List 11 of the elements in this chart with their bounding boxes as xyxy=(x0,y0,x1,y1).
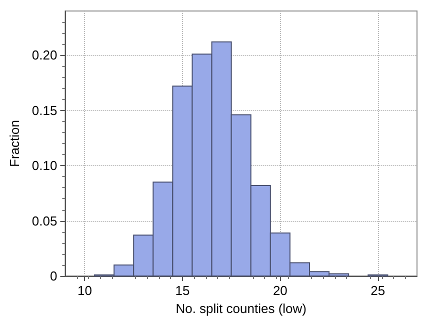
y-tick-label: 0.10 xyxy=(32,158,58,174)
y-tick-label: 0.15 xyxy=(32,102,58,118)
x-tick-label: 25 xyxy=(370,283,386,298)
x-tick-label: 20 xyxy=(272,283,288,298)
x-axis-title: No. split counties (low) xyxy=(176,301,306,316)
y-tick-label: 0 xyxy=(50,268,58,284)
x-tick-label: 15 xyxy=(175,283,190,298)
y-axis-title: Fraction xyxy=(7,120,22,167)
y-tick-label: 0.20 xyxy=(32,48,58,63)
x-tick-label: 10 xyxy=(78,283,92,298)
y-tick-label: 0.05 xyxy=(32,213,58,228)
